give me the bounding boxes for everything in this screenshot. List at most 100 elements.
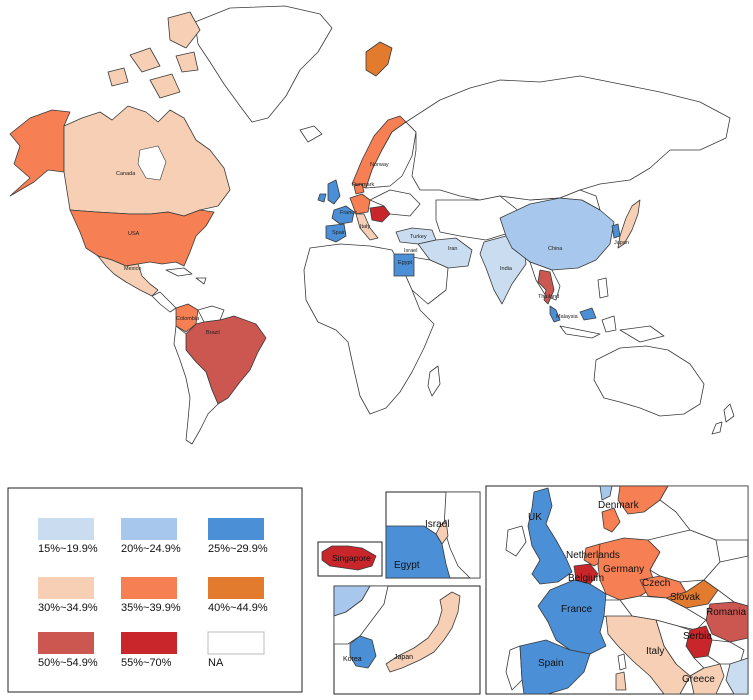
australia (593, 345, 705, 417)
greenland (194, 5, 333, 123)
south-america-west (173, 325, 219, 445)
inset-europe: UK Denmark Netherlands Belgium Germany C… (485, 485, 749, 695)
hudson-bay (137, 145, 167, 181)
eu-france-shape (537, 579, 607, 655)
indonesia (559, 315, 665, 343)
eu-corsica (617, 653, 627, 671)
label-china: China (548, 246, 563, 252)
legend-label-0: 15%~19.9% (38, 543, 98, 555)
canada-islands (107, 11, 201, 99)
inset-singapore: Singapore (317, 541, 383, 577)
label-france: France (340, 210, 357, 216)
eu-greece-label: Greece (682, 674, 715, 685)
madagascar (427, 365, 441, 397)
legend-label-2: 25%~29.9% (208, 543, 268, 555)
inset-mainland (333, 585, 389, 645)
spain (325, 223, 347, 243)
label-denmark: Denmark (352, 182, 375, 188)
legend-label-7: 55%~70% (121, 657, 172, 669)
legend-swatch-6 (38, 632, 94, 654)
eu-netherlands-label: Netherlands (566, 550, 620, 561)
legend-swatch-8 (207, 631, 265, 655)
france (331, 205, 355, 225)
iceland (299, 125, 323, 143)
eu-belgium-shape (573, 563, 599, 585)
denmark (353, 183, 365, 195)
eu-slovak-label: Slovak (670, 592, 701, 603)
malaysia (549, 305, 597, 323)
legend-label-3: 30%~34.9% (38, 602, 98, 614)
eu-greece-shape (689, 663, 725, 695)
label-india: India (500, 266, 513, 272)
usa (69, 209, 215, 267)
new-zealand (711, 403, 735, 435)
inset-singapore-label: Singapore (332, 553, 371, 563)
eu-uk-shape (527, 487, 573, 585)
korea (611, 223, 621, 239)
label-malaysia: Malaysia (556, 314, 579, 320)
legend-swatch-2 (208, 518, 264, 540)
label-italy: Italy (360, 224, 370, 230)
inset-israel-label: Israel (425, 519, 449, 530)
inset-egypt-shape (385, 525, 451, 579)
eu-sardinia (615, 671, 627, 691)
eu-serbia-label: Serbia (683, 631, 712, 642)
legend: 15%~19.9% 20%~24.9% 25%~29.9% 30%~34.9% 35%~… (7, 487, 303, 693)
eu-czech-label: Czech (642, 578, 670, 589)
eu-denmark-label: Denmark (598, 500, 640, 511)
legend-label-8: NA (208, 657, 224, 669)
central-america (151, 291, 177, 313)
mongolia (529, 189, 601, 211)
egypt (393, 253, 415, 277)
inset-korea-label: Korea (343, 656, 362, 663)
label-iran: Iran (448, 246, 457, 252)
russia (405, 75, 731, 201)
philippines (597, 277, 609, 299)
label-israel: Israel (404, 248, 417, 254)
inset-japan-shape (385, 591, 461, 673)
label-spain: Spain (332, 230, 346, 236)
thailand (537, 269, 555, 305)
legend-swatch-3 (38, 577, 94, 599)
eu-belgium-label: Belgium (568, 573, 604, 584)
inset-singapore-shape (321, 545, 377, 571)
label-brazil: Brazil (206, 330, 220, 336)
label-thailand: Thailand (538, 294, 559, 300)
inset-japan-label: Japan (394, 654, 413, 661)
legend-swatch-5 (208, 577, 264, 599)
inset-israel-shape (435, 519, 449, 545)
inset-egypt-label: Egypt (394, 560, 420, 571)
eu-ireland (505, 525, 527, 557)
serbia-romania (369, 205, 391, 223)
eu-romania-label: Romania (706, 607, 746, 618)
eu-portugal (505, 645, 523, 691)
label-japan: Japan (614, 240, 629, 246)
legend-label-5: 40%~44.9% (208, 602, 268, 614)
legend-label-6: 50%~54.9% (38, 657, 98, 669)
eastern-europe (369, 189, 421, 217)
eu-france-label: France (561, 604, 593, 615)
legend-items: 15%~19.9% 20%~24.9% 25%~29.9% 30%~34.9% 35%~… (38, 518, 268, 669)
eu-romania-shape (705, 601, 749, 643)
eu-sweden-edge (599, 485, 613, 501)
mexico (97, 255, 159, 297)
japan (617, 199, 641, 249)
eu-spain-shape (519, 639, 591, 695)
label-egypt: Egypt (398, 260, 413, 266)
label-colombia: Colombia (176, 316, 200, 322)
uk (317, 179, 341, 205)
inset-korea-shape (349, 635, 377, 669)
inset-egypt-israel: Israel Egypt (385, 491, 481, 579)
world-map: Canada USA Mexico Colombia Brazil Norway… (9, 5, 735, 445)
legend-swatch-1 (121, 518, 177, 540)
legend-swatch-7 (121, 632, 177, 654)
legend-label-1: 20%~24.9% (121, 543, 181, 555)
label-turkey: Turkey (410, 234, 427, 240)
label-usa: USA (128, 231, 140, 237)
label-mexico: Mexico (124, 266, 141, 272)
legend-swatch-4 (121, 577, 177, 599)
eu-uk-label: UK (528, 512, 542, 523)
eu-baltic (659, 485, 749, 541)
inset-korea-japan: Korea Japan (333, 585, 481, 695)
svalbard (365, 41, 393, 77)
